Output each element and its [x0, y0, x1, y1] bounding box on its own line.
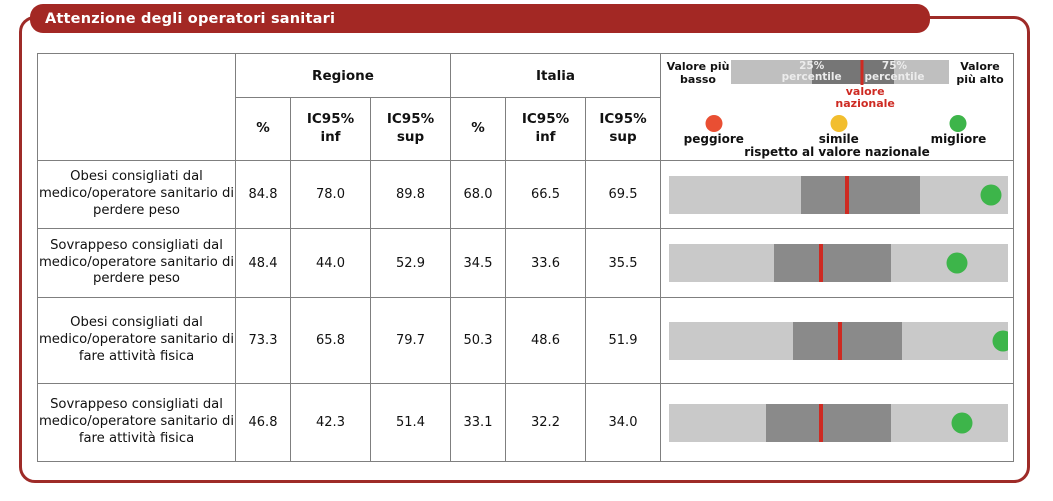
similar-dot-icon	[830, 114, 848, 132]
regione-ic-sup: 79.7	[370, 297, 451, 384]
interquartile-block	[774, 244, 892, 282]
percentile-bar	[669, 321, 1008, 360]
table-row: Obesi consigliati dal medico/operatore s…	[37, 160, 1014, 229]
better-dot-icon	[949, 114, 967, 132]
regione-ic-inf: 44.0	[290, 228, 371, 298]
national-value-line	[819, 403, 824, 442]
italia-ic-inf: 32.2	[505, 383, 586, 462]
section-title-bar: Attenzione degli operatori sanitari	[30, 4, 930, 33]
legend-lowest-value-label: Valore più basso	[666, 59, 730, 86]
regione-ic-sup-header: IC95% sup	[370, 97, 451, 161]
interquartile-block	[793, 321, 903, 360]
italia-ic-sup-header: IC95% sup	[585, 97, 661, 161]
percentile-chart-cell	[660, 383, 1014, 462]
italia-ic-sup: 34.0	[585, 383, 661, 462]
regione-pct: 46.8	[235, 383, 291, 462]
indicators-table: Regione Italia Valore più basso 25% perc…	[37, 53, 1014, 462]
italia-ic-inf: 66.5	[505, 160, 586, 229]
percentile-chart-cell	[660, 297, 1014, 384]
italia-ic-sup: 69.5	[585, 160, 661, 229]
regione-ic-inf: 42.3	[290, 383, 371, 462]
percentile-legend-cell: Valore più basso 25% percentile 75% perc…	[660, 53, 1014, 161]
legend-percentile-bar: 25% percentile 75% percentile	[731, 59, 949, 86]
national-value-line	[818, 244, 823, 282]
region-marker-dot	[951, 412, 973, 433]
legend-worse-label: peggiore	[683, 131, 744, 146]
legend-footnote: rispetto al valore nazionale	[744, 144, 930, 159]
indicator-label: Sovrappeso consigliati dal medico/operat…	[37, 383, 236, 462]
regione-pct: 73.3	[235, 297, 291, 384]
legend-interquartile-block	[811, 59, 895, 84]
table-row: Sovrappeso consigliati dal medico/operat…	[37, 383, 1014, 462]
section-title: Attenzione degli operatori sanitari	[45, 10, 336, 27]
indicator-label: Sovrappeso consigliati dal medico/operat…	[37, 228, 236, 298]
header-group-row: Regione Italia Valore più basso 25% perc…	[37, 53, 1014, 161]
italia-ic-inf: 48.6	[505, 297, 586, 384]
indicator-label: Obesi consigliati dal medico/operatore s…	[37, 160, 236, 229]
regione-pct: 48.4	[235, 228, 291, 298]
italia-pct: 34.5	[450, 228, 506, 298]
regione-ic-sup: 89.8	[370, 160, 451, 229]
table-row: Obesi consigliati dal medico/operatore s…	[37, 297, 1014, 384]
column-group-regione: Regione	[235, 53, 451, 98]
legend-national-value-line	[860, 59, 864, 86]
region-marker-dot	[946, 252, 968, 274]
legend-q25-label: 25% percentile	[781, 59, 842, 84]
column-group-italia: Italia	[450, 53, 661, 98]
indicator-column-header	[37, 53, 236, 161]
percentile-chart-cell	[660, 228, 1014, 298]
region-marker-dot	[980, 184, 1002, 205]
regione-ic-inf: 65.8	[290, 297, 371, 384]
interquartile-block	[801, 175, 920, 214]
table-row: Sovrappeso consigliati dal medico/operat…	[37, 228, 1014, 298]
percentile-bar	[669, 244, 1008, 282]
percentile-bar	[669, 403, 1008, 442]
italia-ic-sup: 51.9	[585, 297, 661, 384]
percentile-bar	[669, 175, 1008, 214]
legend-national-value-label: valore nazionale	[835, 84, 895, 111]
italia-pct-header: %	[450, 97, 506, 161]
regione-ic-inf: 78.0	[290, 160, 371, 229]
regione-ic-inf-header: IC95% inf	[290, 97, 371, 161]
regione-pct-header: %	[235, 97, 291, 161]
header-sub-row: % IC95% inf IC95% sup % IC95% inf IC95% …	[38, 97, 1014, 161]
italia-ic-inf: 33.6	[505, 228, 586, 298]
indicator-label: Obesi consigliati dal medico/operatore s…	[37, 297, 236, 384]
legend-q75-label: 75% percentile	[864, 59, 925, 84]
legend-better-label: migliore	[930, 131, 987, 146]
worse-dot-icon	[705, 114, 723, 132]
percentile-chart-cell	[660, 160, 1014, 229]
legend-highest-value-label: Valore più alto	[956, 59, 1004, 86]
national-value-line	[844, 175, 849, 214]
regione-pct: 84.8	[235, 160, 291, 229]
italia-pct: 50.3	[450, 297, 506, 384]
italia-ic-inf-header: IC95% inf	[505, 97, 586, 161]
regione-ic-sup: 52.9	[370, 228, 451, 298]
italia-ic-sup: 35.5	[585, 228, 661, 298]
interquartile-block	[766, 403, 891, 442]
percentile-legend: Valore più basso 25% percentile 75% perc…	[661, 55, 1013, 160]
national-value-line	[837, 321, 842, 360]
legend-similar-label: simile	[818, 131, 859, 146]
italia-pct: 33.1	[450, 383, 506, 462]
regione-ic-sup: 51.4	[370, 383, 451, 462]
region-marker-dot	[992, 330, 1008, 351]
italia-pct: 68.0	[450, 160, 506, 229]
